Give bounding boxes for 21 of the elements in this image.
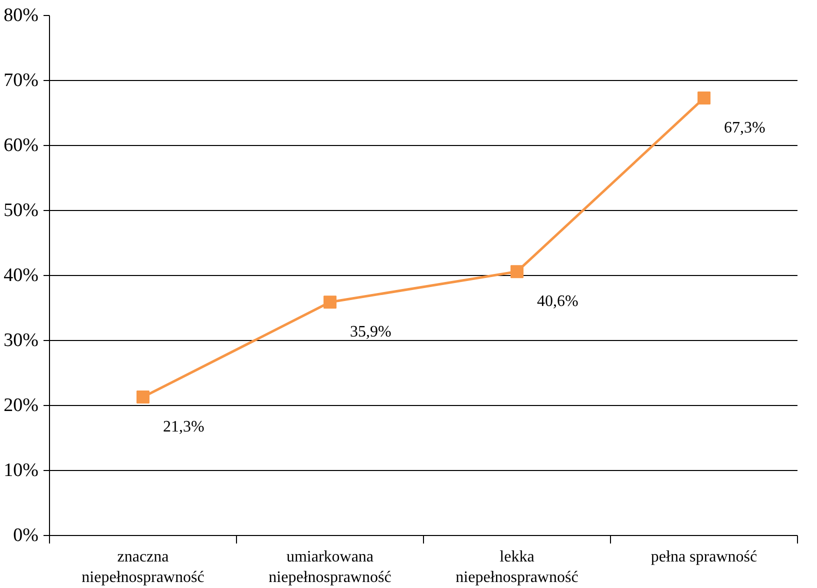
point [136, 390, 150, 404]
y-tick-label: 60% [4, 135, 39, 156]
point [510, 265, 524, 278]
y-tick-label: 40% [4, 265, 39, 286]
y-tick-label: 0% [13, 525, 39, 546]
y-tick-label: 20% [4, 395, 39, 416]
y-tick-label: 80% [4, 5, 39, 26]
data-label: 35,9% [350, 324, 392, 341]
data-label: 21,3% [163, 418, 204, 436]
x-tick-label: znaczna niepełnosprawność [82, 548, 204, 586]
x-tick-label: umiarkowana niepełnosprawność [268, 548, 392, 586]
data-label: 67,3% [724, 120, 766, 137]
x-tick-label: pełna sprawność [650, 548, 758, 566]
y-tick-label: 50% [4, 200, 39, 221]
y-tick-label: 70% [4, 70, 39, 91]
y-tick-label: 30% [4, 330, 39, 351]
data-label: 40,6% [537, 293, 578, 310]
x-tick-label: lekka niepełnosprawność [456, 548, 578, 586]
point [698, 92, 710, 105]
point [324, 296, 336, 309]
y-tick-label: 10% [4, 460, 39, 481]
